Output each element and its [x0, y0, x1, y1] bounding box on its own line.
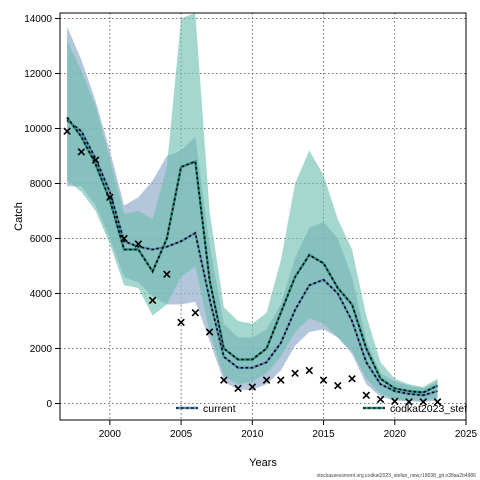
observed-point	[91, 156, 100, 164]
observed-point-stroke	[291, 369, 299, 378]
observed-point	[134, 240, 143, 248]
observed-point-stroke	[362, 391, 371, 400]
y-tick-label: 12000	[24, 69, 52, 80]
observed-point	[291, 369, 299, 378]
observed-point-stroke	[120, 234, 128, 243]
observed-point	[191, 308, 200, 317]
observed-point-stroke	[262, 376, 271, 384]
band-codkat2023-stef	[67, 13, 438, 401]
observed-point-stroke	[205, 328, 214, 336]
observed-point	[106, 193, 114, 202]
observed-point	[391, 397, 399, 406]
plot-frame	[59, 12, 467, 421]
observed-point-stroke	[106, 193, 114, 202]
median-line-current	[66, 119, 438, 397]
legend-label: codkat2023_stef	[390, 403, 467, 415]
observed-point	[177, 318, 185, 327]
observed-point-stroke	[234, 384, 242, 393]
observed-point-stroke	[391, 397, 399, 406]
observed-point	[248, 383, 257, 391]
y-tick-label: 6000	[30, 234, 53, 245]
observed-points	[63, 127, 442, 406]
observed-point-stroke	[376, 395, 385, 404]
observed-point	[305, 366, 314, 375]
axes: 2000 2005 2010 2015 2020 2025 0 2000 4000 6000 800…	[24, 14, 477, 440]
observed-point-stroke	[248, 383, 257, 391]
observed-point-stroke	[419, 398, 428, 406]
legend-label: current	[203, 403, 236, 415]
observed-point	[419, 398, 428, 406]
observed-point-stroke	[319, 376, 328, 384]
observed-point	[334, 381, 342, 390]
observed-point-stroke	[177, 318, 185, 327]
y-tick-label: 8000	[30, 179, 53, 190]
observed-point-stroke	[405, 398, 413, 406]
observed-point-stroke	[348, 374, 356, 383]
observed-point	[63, 127, 71, 136]
observed-point-stroke	[334, 381, 342, 390]
legend-item-codkat2023-stef: codkat2023_stef	[363, 403, 467, 415]
x-tick-label: 2005	[170, 429, 193, 440]
observed-point-stroke	[91, 156, 100, 164]
observed-point	[362, 391, 371, 400]
x-tick-label: 2010	[241, 429, 264, 440]
confidence-bands	[67, 13, 438, 402]
observed-point	[277, 376, 285, 384]
x-tick-label: 2020	[384, 429, 407, 440]
observed-point	[220, 376, 228, 384]
x-tick-label: 2025	[455, 429, 478, 440]
legend-item-current: current	[176, 403, 236, 415]
x-tick-label: 2015	[312, 429, 335, 440]
x-axis-title: Years	[249, 457, 277, 469]
x-tick-label: 2000	[99, 429, 122, 440]
observed-point	[348, 374, 356, 383]
observed-point-stroke	[305, 366, 314, 375]
observed-point	[405, 398, 413, 406]
observed-point	[319, 376, 328, 384]
observed-point	[163, 270, 171, 279]
observed-point	[234, 384, 242, 393]
observed-point-stroke	[163, 270, 171, 279]
footer-note: stockassessment.org,codkat2023_stefan_ne…	[317, 473, 477, 479]
legend: current codkat2023_stef	[176, 403, 467, 415]
observed-point	[262, 376, 271, 384]
observed-point	[148, 296, 157, 305]
observed-point-stroke	[191, 308, 200, 317]
y-tick-label: 0	[46, 399, 52, 410]
y-tick-label: 2000	[30, 344, 53, 355]
y-axis-title: Catch	[13, 202, 25, 231]
y-tick-label: 10000	[24, 124, 52, 135]
observed-point-stroke	[63, 127, 71, 136]
observed-point	[205, 328, 214, 336]
observed-point	[77, 148, 86, 156]
median-lines	[66, 116, 439, 397]
observed-point	[376, 395, 385, 404]
y-tick-label: 14000	[24, 14, 52, 25]
observed-point-stroke	[148, 296, 157, 305]
observed-point-stroke	[277, 376, 285, 384]
observed-point	[120, 234, 128, 243]
observed-point-stroke	[220, 376, 228, 384]
y-tick-label: 4000	[30, 289, 53, 300]
observed-point-stroke	[433, 398, 442, 406]
observed-point	[433, 398, 442, 406]
observed-point-stroke	[77, 148, 86, 156]
observed-point-stroke	[134, 240, 143, 248]
median-line-codkat2023-stef	[66, 117, 438, 394]
